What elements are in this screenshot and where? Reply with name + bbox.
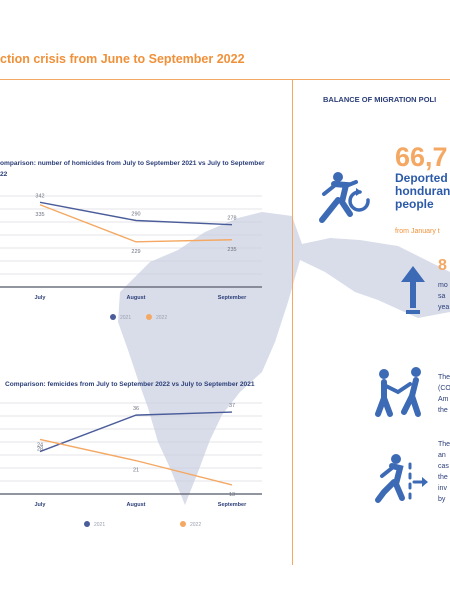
- series-line-2021: [39, 201, 233, 226]
- legend-label: 2021: [94, 522, 105, 528]
- stat2-number: 8: [438, 257, 447, 274]
- right-section-heading: BALANCE OF MIGRATION POLI: [323, 95, 437, 104]
- stat3-text: The (CO Am the: [438, 372, 450, 416]
- legend-marker-2022: [180, 521, 186, 527]
- data-label: 37: [229, 403, 235, 409]
- homicides-chart: July August September 342 290 278 335 229 235 202…: [0, 193, 262, 321]
- deported-period: from January t: [395, 228, 440, 235]
- data-label: 36: [133, 406, 139, 412]
- stat4-line: inv: [438, 485, 447, 492]
- deported-label-line: people: [395, 197, 434, 211]
- deported-label: Deported honduran people: [395, 172, 450, 211]
- legend-marker-2022: [146, 314, 152, 320]
- data-label: 335: [35, 212, 44, 218]
- data-label: 229: [131, 249, 140, 255]
- helping-people-icon: [375, 367, 421, 417]
- stat4-line: the: [438, 474, 448, 481]
- deported-label-line: Deported: [395, 171, 448, 185]
- data-label: 235: [227, 247, 236, 253]
- x-tick-label: August: [127, 295, 146, 301]
- x-tick-label: September: [218, 295, 247, 301]
- legend-marker-2021: [110, 314, 116, 320]
- stat4-line: an: [438, 452, 446, 459]
- stat3-line: The: [438, 374, 450, 381]
- stat4-line: cas: [438, 463, 449, 470]
- data-label: 290: [131, 212, 140, 218]
- data-label: 21: [133, 468, 139, 474]
- data-label: 28: [37, 446, 43, 452]
- deported-count: 66,7: [395, 142, 448, 172]
- stat3-line: the: [438, 407, 448, 414]
- legend-label: 2021: [120, 315, 131, 321]
- chart1-title-line: 22: [0, 171, 8, 178]
- data-label: 342: [35, 193, 44, 199]
- chart2-title: Comparison: femicides from July to Septe…: [5, 379, 255, 390]
- page-title: ction crisis from June to September 2022: [0, 52, 245, 66]
- stat3-line: (CO: [438, 385, 450, 392]
- column-divider: [292, 79, 293, 565]
- legend-label: 2022: [156, 315, 167, 321]
- series-line-2022: [39, 204, 233, 243]
- chart2-title-line: Comparison: femicides from July to Septe…: [5, 381, 255, 388]
- stat4-text: The an cas the inv by: [438, 439, 450, 505]
- stat2-line: sa: [438, 293, 446, 300]
- chart1-title: omparison: number of homicides from July…: [0, 158, 265, 180]
- x-tick-label: July: [34, 295, 46, 301]
- stat2-line: yea: [438, 304, 450, 311]
- stat2-text: mo sa yea: [438, 280, 449, 313]
- stat4-line: by: [438, 496, 446, 503]
- x-tick-label: August: [127, 502, 146, 508]
- legend-marker-2021: [84, 521, 90, 527]
- data-label: 278: [227, 216, 236, 222]
- x-tick-label: July: [34, 502, 46, 508]
- header-divider: [0, 79, 450, 80]
- deported-label-line: honduran: [395, 184, 450, 198]
- x-tick-label: September: [218, 502, 247, 508]
- stat2-line: mo: [438, 282, 448, 289]
- series-line-2021: [39, 411, 233, 453]
- chart1-title-line: omparison: number of homicides from July…: [0, 160, 265, 167]
- stat4-line: The: [438, 441, 450, 448]
- legend-label: 2022: [190, 522, 201, 528]
- deported-person-icon: [319, 172, 370, 223]
- arrow-up-icon: [401, 266, 425, 314]
- data-label: 24: [37, 443, 43, 449]
- data-label: 13: [229, 492, 235, 498]
- series-line-2022: [39, 438, 233, 486]
- stat3-line: Am: [438, 396, 449, 403]
- femicides-chart: July August September 24 36 37 28 21 13 2021 2022: [0, 402, 262, 528]
- person-running-icon: [375, 454, 428, 503]
